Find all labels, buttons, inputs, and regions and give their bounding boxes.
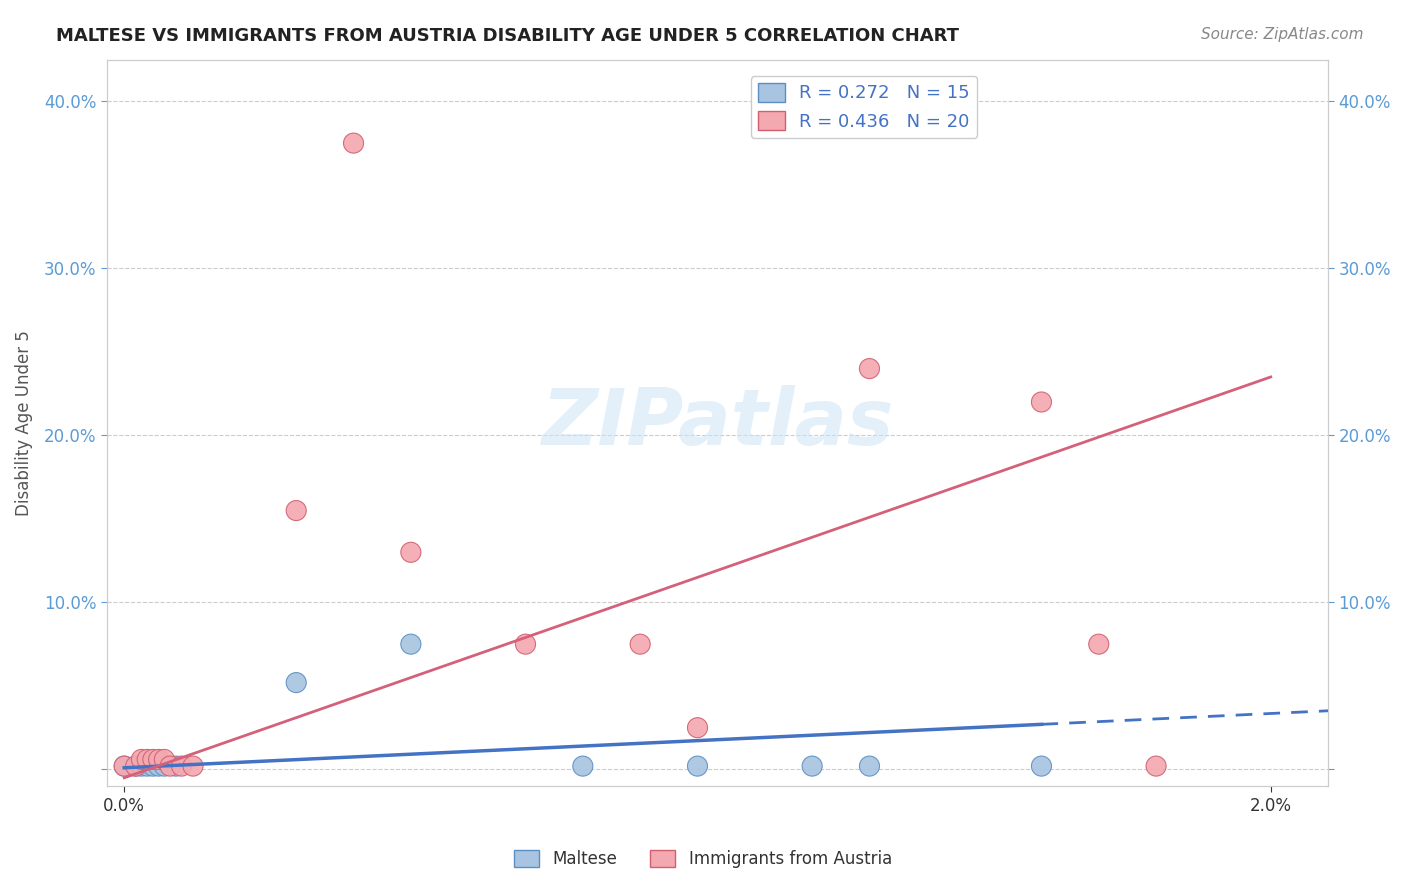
Text: MALTESE VS IMMIGRANTS FROM AUSTRIA DISABILITY AGE UNDER 5 CORRELATION CHART: MALTESE VS IMMIGRANTS FROM AUSTRIA DISAB…	[56, 27, 959, 45]
Ellipse shape	[138, 756, 157, 776]
Ellipse shape	[183, 756, 202, 776]
Ellipse shape	[172, 756, 191, 776]
Ellipse shape	[630, 634, 650, 654]
Ellipse shape	[155, 756, 174, 776]
Ellipse shape	[572, 756, 593, 776]
Ellipse shape	[149, 756, 169, 776]
Text: ZIPatlas: ZIPatlas	[541, 384, 894, 461]
Ellipse shape	[1032, 392, 1052, 412]
Ellipse shape	[287, 673, 307, 692]
Ellipse shape	[1146, 756, 1166, 776]
Ellipse shape	[143, 756, 163, 776]
Ellipse shape	[343, 133, 364, 153]
Ellipse shape	[149, 749, 169, 770]
Ellipse shape	[131, 749, 152, 770]
Ellipse shape	[401, 634, 420, 654]
Ellipse shape	[114, 756, 134, 776]
Ellipse shape	[143, 749, 163, 770]
Ellipse shape	[801, 756, 823, 776]
Ellipse shape	[131, 756, 152, 776]
Ellipse shape	[138, 749, 157, 770]
Ellipse shape	[1088, 634, 1109, 654]
Ellipse shape	[125, 756, 146, 776]
Ellipse shape	[155, 749, 174, 770]
Ellipse shape	[688, 756, 707, 776]
Legend: Maltese, Immigrants from Austria: Maltese, Immigrants from Austria	[508, 843, 898, 875]
Text: Source: ZipAtlas.com: Source: ZipAtlas.com	[1201, 27, 1364, 42]
Ellipse shape	[859, 359, 880, 378]
Ellipse shape	[114, 756, 134, 776]
Ellipse shape	[166, 756, 186, 776]
Ellipse shape	[516, 634, 536, 654]
Ellipse shape	[1032, 756, 1052, 776]
Ellipse shape	[287, 500, 307, 521]
Ellipse shape	[401, 542, 420, 562]
Y-axis label: Disability Age Under 5: Disability Age Under 5	[15, 330, 32, 516]
Ellipse shape	[125, 756, 146, 776]
Legend: R = 0.272   N = 15, R = 0.436   N = 20: R = 0.272 N = 15, R = 0.436 N = 20	[751, 76, 977, 138]
Ellipse shape	[688, 718, 707, 738]
Ellipse shape	[859, 756, 880, 776]
Ellipse shape	[160, 756, 180, 776]
